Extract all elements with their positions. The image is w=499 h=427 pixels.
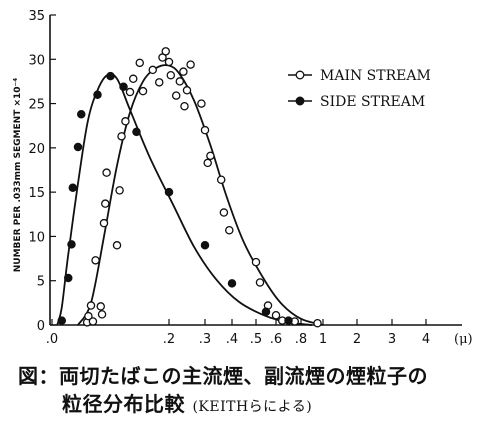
caption-subtitle-main: 粒径分布比較 (62, 392, 185, 416)
fit-curves (56, 64, 324, 326)
main-stream-point (197, 99, 206, 108)
main-stream-point (97, 310, 107, 319)
caption-title: 図：両切たばこの主流煙、副流煙の煙粒子の (18, 364, 428, 388)
side-stream-point (119, 82, 128, 91)
side-stream-point (261, 307, 271, 316)
side-stream-point (106, 71, 115, 81)
x-tick-label: .4 (226, 332, 238, 347)
main-stream-point (225, 225, 234, 235)
side-stream-point (57, 316, 67, 325)
side-stream-curve (56, 73, 313, 326)
main-stream-point (128, 74, 138, 84)
legend-main-stream-label: MAIN STREAM (320, 68, 431, 84)
main-stream-point (161, 47, 170, 56)
y-tick-label: 0 (37, 319, 45, 334)
side-stream-point (164, 187, 174, 197)
main-stream-point (84, 311, 93, 321)
main-stream-point (91, 256, 100, 265)
main-stream-point (154, 78, 164, 87)
main-stream-point (171, 91, 181, 100)
main-stream-point (313, 318, 322, 328)
main-stream-point (148, 65, 157, 75)
main-stream-point (251, 257, 261, 267)
x-unit-label: (μ) (454, 332, 473, 347)
main-stream-point (186, 60, 195, 69)
data-points (57, 47, 322, 328)
side-stream-point (67, 240, 76, 249)
main-stream-point (117, 132, 126, 141)
main-stream-point (216, 175, 226, 184)
y-tick-label: 5 (37, 275, 45, 290)
y-tick-label: 25 (28, 98, 45, 113)
main-stream-point (200, 125, 210, 135)
main-stream-point (121, 117, 130, 126)
x-tick-label: .0 (46, 332, 58, 347)
side-stream-point (68, 183, 78, 192)
caption-subtitle: 粒径分布比較 (KEITHらによる) (62, 388, 312, 417)
side-stream-point (227, 279, 237, 288)
main-stream-point (88, 317, 98, 326)
x-tick-label: .2 (163, 332, 175, 347)
main-stream-point (182, 86, 192, 95)
legend-main-stream-marker (295, 70, 305, 80)
y-tick-label: 10 (28, 230, 45, 245)
y-tick-label: 15 (28, 186, 45, 201)
x-tick-label: 4 (422, 332, 430, 347)
y-tick-label: 35 (28, 9, 45, 24)
main-stream-point (175, 77, 185, 86)
side-stream-point (64, 273, 73, 283)
side-stream-point (93, 90, 102, 99)
main-stream-point (180, 101, 189, 111)
y-tick-label: 20 (28, 142, 45, 157)
main-stream-point (86, 301, 96, 310)
side-stream-point (77, 109, 86, 119)
side-stream-point (73, 142, 83, 152)
main-stream-point (203, 158, 212, 168)
particle-size-chart: 0 5 10 15 20 25 30 35 .0 .2 .3 .4 .5 .6 .8 1 2 3 4 (μ) MAIN… (13, 9, 473, 347)
main-stream-curve (77, 64, 324, 326)
x-tick-label: .5 (250, 332, 262, 347)
main-stream-point (101, 199, 110, 208)
main-stream-point (166, 70, 176, 80)
caption-source: (KEITHらによる) (192, 399, 313, 415)
x-tick-label: 1 (319, 332, 327, 347)
main-stream-point (112, 241, 122, 250)
main-stream-point (99, 218, 109, 228)
side-stream-point (200, 241, 210, 250)
x-tick-label: 2 (353, 332, 361, 347)
side-stream-point (132, 127, 141, 137)
legend-side-stream-marker (295, 96, 305, 106)
main-stream-point (138, 86, 148, 96)
main-stream-point (219, 208, 229, 217)
main-stream-point (179, 67, 188, 76)
main-stream-point (255, 278, 265, 287)
main-stream-point (271, 311, 281, 320)
side-stream-point (284, 316, 293, 325)
main-stream-point (135, 58, 144, 68)
y-tick-label: 30 (28, 53, 45, 68)
chart-ticks: 0 5 10 15 20 25 30 35 .0 .2 .3 .4 .5 .6 .8 1 2 3 4 (μ) (28, 9, 472, 347)
main-stream-point (115, 186, 124, 195)
y-axis-label: NUMBER PER .033mm SEGMENT ×10⁻⁴ (13, 78, 23, 273)
legend-side-stream-label: SIDE STREAM (320, 94, 425, 110)
main-stream-point (125, 87, 135, 97)
main-stream-point (164, 57, 174, 67)
main-stream-point (206, 151, 215, 161)
x-tick-label: .6 (270, 332, 282, 347)
chart-legend: MAIN STREAM SIDE STREAM (288, 68, 431, 110)
main-stream-point (102, 168, 111, 177)
x-tick-label: .8 (295, 332, 307, 347)
chart-axes (49, 15, 462, 326)
x-tick-label: 3 (388, 332, 396, 347)
main-stream-point (96, 302, 106, 311)
x-tick-label: .3 (199, 332, 211, 347)
